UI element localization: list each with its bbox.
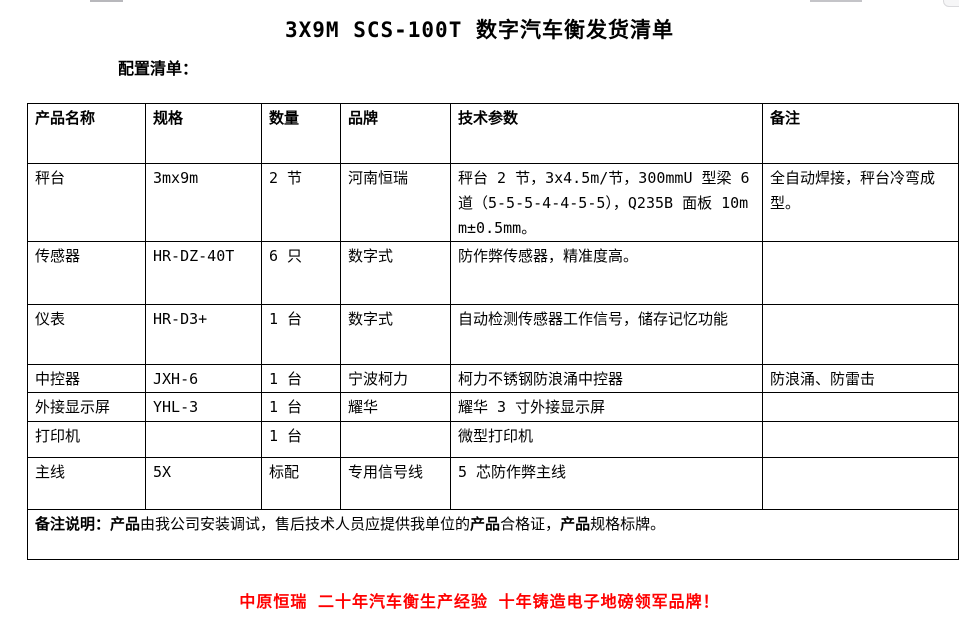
cell-brand: 数字式	[340, 241, 451, 305]
footer-note-segment: 产品	[110, 515, 141, 533]
cell-quantity: 1 台	[261, 364, 341, 393]
cell-brand: 专用信号线	[340, 457, 451, 510]
table-row: 中控器 JXH-6 1 台 宁波柯力 柯力不锈钢防浪涌中控器 防浪涌、防雷击	[27, 364, 959, 393]
cell-tech-params: 自动检测传感器工作信号，储存记忆功能	[450, 304, 763, 365]
table-header-row: 产品名称 规格 数量 品牌 技术参数 备注	[27, 103, 959, 164]
column-header-tech-params: 技术参数	[450, 103, 763, 164]
table-row: 传感器 HR-DZ-40T 6 只 数字式 防作弊传感器，精准度高。	[27, 241, 959, 305]
cell-product-name: 仪表	[27, 304, 146, 365]
column-header-quantity: 数量	[261, 103, 341, 164]
brand-slogan: 中原恒瑞 二十年汽车衡生产经验 十年铸造电子地磅领军品牌！	[239, 592, 720, 611]
cell-quantity: 1 台	[261, 392, 341, 422]
cell-remarks	[762, 392, 959, 422]
cell-spec: YHL-3	[145, 392, 262, 422]
footer-note-segment: 合格证，	[500, 515, 561, 533]
top-edge-artifact-left	[90, 0, 123, 2]
cell-quantity: 1 台	[261, 421, 341, 458]
cell-remarks: 防浪涌、防雷击	[762, 364, 959, 393]
footer-note-label: 备注说明：	[35, 515, 111, 533]
cell-brand: 河南恒瑞	[340, 163, 451, 242]
footer-note-segment: 产品	[560, 515, 591, 533]
cell-product-name: 外接显示屏	[27, 392, 146, 422]
column-header-spec: 规格	[145, 103, 262, 164]
cell-quantity: 标配	[261, 457, 341, 510]
cell-spec: 3mx9m	[145, 163, 262, 242]
cell-spec: HR-DZ-40T	[145, 241, 262, 305]
cell-spec: 5X	[145, 457, 262, 510]
cell-remarks	[762, 241, 959, 305]
cell-tech-params: 防作弊传感器，精准度高。	[450, 241, 763, 305]
footer-note-segment: 规格标牌。	[590, 515, 666, 533]
table-row: 主线 5X 标配 专用信号线 5 芯防作弊主线	[27, 457, 959, 510]
cell-product-name: 主线	[27, 457, 146, 510]
cell-spec: HR-D3+	[145, 304, 262, 365]
cell-tech-params: 耀华 3 寸外接显示屏	[450, 392, 763, 422]
config-list-label: 配置清单：	[118, 59, 199, 78]
cell-product-name: 秤台	[27, 163, 146, 242]
table-row: 秤台 3mx9m 2 节 河南恒瑞 秤台 2 节，3x4.5m/节，300mmU…	[27, 163, 959, 242]
cell-tech-params: 微型打印机	[450, 421, 763, 458]
cell-product-name: 传感器	[27, 241, 146, 305]
cell-brand: 宁波柯力	[340, 364, 451, 393]
footer-note-segment: 产品	[470, 515, 501, 533]
cell-spec	[145, 421, 262, 458]
column-header-remarks: 备注	[762, 103, 959, 164]
cell-brand: 耀华	[340, 392, 451, 422]
cell-spec: JXH-6	[145, 364, 262, 393]
document-title: 3X9M SCS-100T 数字汽车衡发货清单	[284, 18, 674, 42]
cell-tech-params: 柯力不锈钢防浪涌中控器	[450, 364, 763, 393]
cell-brand: 数字式	[340, 304, 451, 365]
spec-table: 产品名称 规格 数量 品牌 技术参数 备注 秤台 3mx9m 2 节 河南恒瑞 …	[27, 103, 959, 560]
table-row: 外接显示屏 YHL-3 1 台 耀华 耀华 3 寸外接显示屏	[27, 392, 959, 422]
table-row: 仪表 HR-D3+ 1 台 数字式 自动检测传感器工作信号，储存记忆功能	[27, 304, 959, 365]
footer-note: 备注说明：产品由我公司安装调试，售后技术人员应提供我单位的产品合格证，产品规格标…	[27, 509, 959, 560]
cell-remarks	[762, 421, 959, 458]
cell-remarks	[762, 457, 959, 510]
cell-quantity: 6 只	[261, 241, 341, 305]
column-header-product-name: 产品名称	[27, 103, 146, 164]
cell-remarks	[762, 304, 959, 365]
column-header-brand: 品牌	[340, 103, 451, 164]
top-right-corner-artifact	[943, 0, 959, 7]
cell-product-name: 打印机	[27, 421, 146, 458]
cell-remarks: 全自动焊接，秤台冷弯成型。	[762, 163, 959, 242]
cell-product-name: 中控器	[27, 364, 146, 393]
table-row: 打印机 1 台 微型打印机	[27, 421, 959, 458]
top-edge-artifact-right	[810, 0, 862, 2]
cell-tech-params: 秤台 2 节，3x4.5m/节，300mmU 型梁 6 道（5-5-5-4-4-…	[450, 163, 763, 242]
cell-tech-params: 5 芯防作弊主线	[450, 457, 763, 510]
footer-note-row: 备注说明：产品由我公司安装调试，售后技术人员应提供我单位的产品合格证，产品规格标…	[27, 509, 959, 560]
cell-quantity: 1 台	[261, 304, 341, 365]
cell-quantity: 2 节	[261, 163, 341, 242]
footer-note-segment: 由我公司安装调试，售后技术人员应提供我单位的	[140, 515, 471, 533]
cell-brand	[340, 421, 451, 458]
